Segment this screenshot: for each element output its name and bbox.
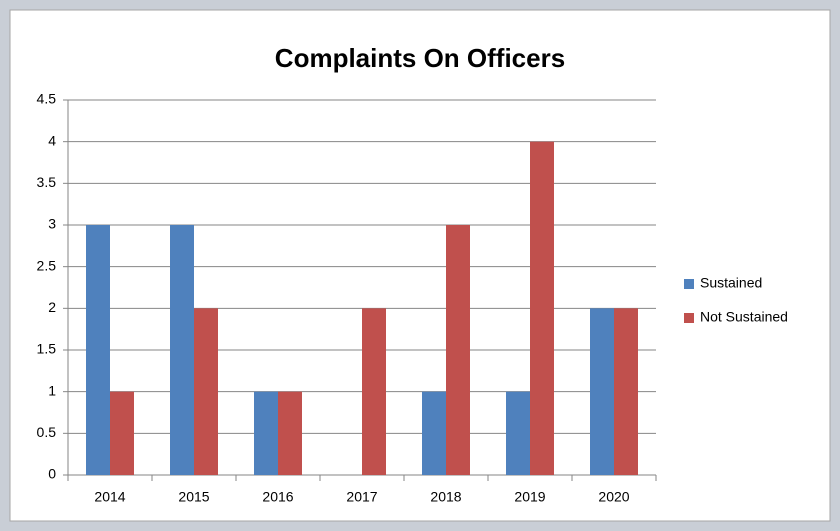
bar — [170, 225, 194, 475]
y-tick-label: 0.5 — [37, 424, 57, 440]
x-tick-label: 2016 — [262, 489, 293, 505]
bar — [590, 308, 614, 475]
legend-label: Not Sustained — [700, 309, 788, 325]
x-tick-label: 2017 — [346, 489, 377, 505]
x-tick-label: 2014 — [94, 489, 125, 505]
bar — [530, 141, 554, 475]
bar — [362, 308, 386, 475]
y-tick-label: 4.5 — [37, 91, 57, 107]
y-tick-label: 2.5 — [37, 257, 57, 273]
bar — [110, 391, 134, 475]
y-tick-label: 4 — [48, 132, 56, 148]
x-tick-label: 2019 — [514, 489, 545, 505]
bar — [254, 391, 278, 475]
bar — [194, 308, 218, 475]
bar — [86, 225, 110, 475]
y-tick-label: 1 — [48, 382, 56, 398]
y-tick-label: 3 — [48, 216, 56, 232]
bar — [614, 308, 638, 475]
y-tick-label: 1.5 — [37, 341, 57, 357]
bar — [446, 225, 470, 475]
x-tick-label: 2020 — [598, 489, 629, 505]
legend-label: Sustained — [700, 275, 762, 291]
bar — [506, 391, 530, 475]
bar — [422, 391, 446, 475]
chart-area — [9, 9, 831, 522]
y-tick-label: 2 — [48, 299, 56, 315]
legend-swatch — [684, 313, 694, 323]
y-tick-label: 3.5 — [37, 174, 57, 190]
chart-title: Complaints On Officers — [275, 43, 565, 73]
legend-swatch — [684, 279, 694, 289]
bar — [278, 391, 302, 475]
y-tick-label: 0 — [48, 466, 56, 482]
x-tick-label: 2015 — [178, 489, 209, 505]
x-tick-label: 2018 — [430, 489, 461, 505]
